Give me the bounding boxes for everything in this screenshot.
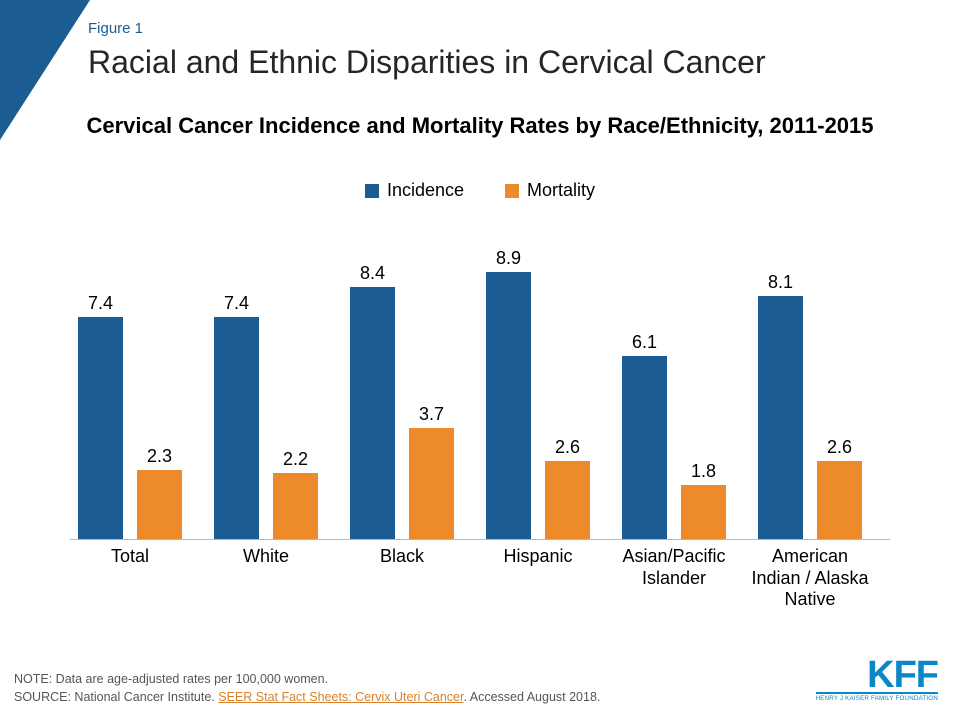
footer-source-suffix: . Accessed August 2018. bbox=[463, 690, 600, 704]
bar-value-label: 3.7 bbox=[402, 404, 462, 425]
bar-value-label: 7.4 bbox=[71, 293, 131, 314]
bar-value-label: 8.4 bbox=[343, 263, 403, 284]
bar-incidence bbox=[78, 317, 123, 539]
legend-swatch-incidence bbox=[365, 184, 379, 198]
bar-incidence bbox=[214, 317, 259, 539]
bar-incidence bbox=[350, 287, 395, 539]
bar-incidence bbox=[758, 296, 803, 539]
footer-source-link[interactable]: SEER Stat Fact Sheets: Cervix Uteri Canc… bbox=[218, 690, 463, 704]
category-label: Hispanic bbox=[473, 546, 603, 568]
slide: Figure 1 Racial and Ethnic Disparities i… bbox=[0, 0, 960, 720]
legend: Incidence Mortality bbox=[0, 180, 960, 203]
footer: NOTE: Data are age-adjusted rates per 10… bbox=[14, 671, 600, 706]
legend-label: Incidence bbox=[387, 180, 464, 201]
figure-label: Figure 1 bbox=[88, 20, 143, 37]
bar-mortality bbox=[273, 473, 318, 539]
footer-note: NOTE: Data are age-adjusted rates per 10… bbox=[14, 671, 600, 689]
legend-label: Mortality bbox=[527, 180, 595, 201]
bar-mortality bbox=[409, 428, 454, 539]
main-title: Racial and Ethnic Disparities in Cervica… bbox=[88, 44, 766, 81]
bar-mortality bbox=[545, 461, 590, 539]
bar-mortality bbox=[817, 461, 862, 539]
bar-value-label: 2.6 bbox=[538, 437, 598, 458]
chart-area: 7.4 2.3 7.4 2.2 8.4 3.7 8.9 2.6 6.1 1.8 8.1 2.6 bbox=[70, 220, 890, 540]
chart-title: Cervical Cancer Incidence and Mortality … bbox=[0, 112, 960, 140]
bar-value-label: 8.9 bbox=[479, 248, 539, 269]
axis-baseline bbox=[70, 539, 890, 540]
bar-incidence bbox=[622, 356, 667, 539]
bar-mortality bbox=[137, 470, 182, 539]
logo-main: KFF bbox=[816, 658, 938, 692]
bar-incidence bbox=[486, 272, 531, 539]
legend-item-mortality: Mortality bbox=[505, 180, 595, 201]
kff-logo: KFF HENRY J KAISER FAMILY FOUNDATION bbox=[816, 658, 938, 702]
bar-mortality bbox=[681, 485, 726, 539]
bar-value-label: 2.6 bbox=[810, 437, 870, 458]
bar-value-label: 7.4 bbox=[207, 293, 267, 314]
category-label: Black bbox=[337, 546, 467, 568]
bar-value-label: 2.2 bbox=[266, 449, 326, 470]
category-label: White bbox=[201, 546, 331, 568]
category-label: American Indian / Alaska Native bbox=[745, 546, 875, 611]
bar-value-label: 8.1 bbox=[751, 272, 811, 293]
legend-swatch-mortality bbox=[505, 184, 519, 198]
legend-item-incidence: Incidence bbox=[365, 180, 464, 201]
bar-value-label: 1.8 bbox=[674, 461, 734, 482]
category-label: Asian/Pacific Islander bbox=[609, 546, 739, 589]
footer-source: SOURCE: National Cancer Institute. SEER … bbox=[14, 689, 600, 707]
footer-source-prefix: SOURCE: National Cancer Institute. bbox=[14, 690, 218, 704]
bar-value-label: 6.1 bbox=[615, 332, 675, 353]
bar-value-label: 2.3 bbox=[130, 446, 190, 467]
category-label: Total bbox=[65, 546, 195, 568]
